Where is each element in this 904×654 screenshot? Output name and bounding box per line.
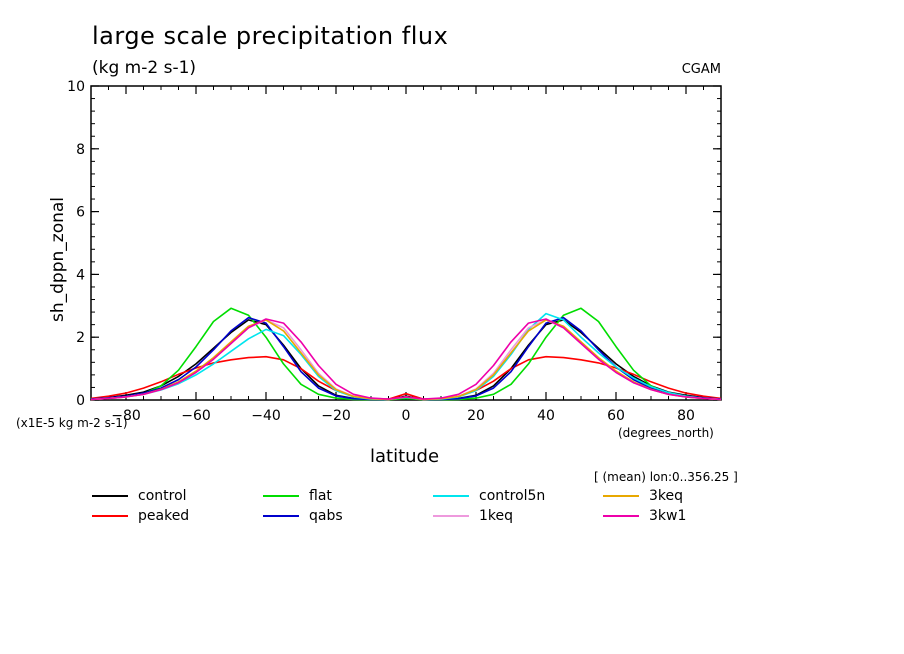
legend-label: control (138, 488, 187, 504)
y-tick-label: 8 (76, 142, 85, 158)
source-label: CGAM (681, 62, 721, 77)
subset-note: [ (mean) lon:0..356.25 ] (594, 470, 738, 484)
x-tick-label: 60 (607, 408, 625, 424)
legend-swatch (603, 515, 639, 517)
legend-label: 3kw1 (649, 508, 687, 524)
chart-title: large scale precipitation flux (92, 22, 449, 50)
legend-item-1keq: 1keq (433, 507, 513, 525)
y-tick-label: 6 (76, 205, 85, 221)
x-tick-label: 20 (467, 408, 485, 424)
plot-frame (90, 85, 722, 401)
y-tick-label: 2 (76, 330, 85, 346)
legend-label: 1keq (479, 508, 514, 524)
y-tick-label: 0 (76, 393, 85, 409)
series-line-3kw1 (90, 318, 722, 401)
legend-label: peaked (138, 508, 190, 524)
x-axis-label: latitude (370, 446, 440, 467)
legend-label: control5n (479, 488, 546, 504)
series-line-flat (90, 307, 722, 401)
x-tick-label: 40 (537, 408, 555, 424)
chart-units: (kg m-2 s-1) (92, 58, 197, 78)
legend-swatch (263, 515, 299, 517)
y-tick-label: 10 (67, 79, 85, 95)
scale-note: (x1E-5 kg m-2 s-1) (16, 416, 128, 430)
legend-swatch (433, 515, 469, 517)
x-tick-label: −40 (251, 408, 281, 424)
series-line-qabs (90, 316, 722, 401)
legend-label: 3keq (649, 488, 684, 504)
legend-swatch (603, 495, 639, 497)
legend-item-flat: flat (263, 487, 332, 505)
x-tick-label: −80 (111, 408, 141, 424)
legend-swatch (263, 495, 299, 497)
legend-label: flat (309, 488, 332, 504)
x-tick-label: −20 (321, 408, 351, 424)
legend-swatch (92, 495, 128, 497)
x-axis-units: (degrees_north) (618, 426, 714, 440)
x-tick-label: 80 (677, 408, 695, 424)
legend-item-3keq: 3keq (603, 487, 683, 505)
series-line-peaked (90, 355, 722, 400)
legend-item-qabs: qabs (263, 507, 343, 525)
legend-item-control: control (92, 487, 187, 505)
legend-swatch (433, 495, 469, 497)
legend-item-3kw1: 3kw1 (603, 507, 686, 525)
legend-item-peaked: peaked (92, 507, 189, 525)
legend-swatch (92, 515, 128, 517)
series-line-control5n (90, 312, 722, 401)
x-tick-label: 0 (402, 408, 411, 424)
legend-label: qabs (309, 508, 343, 524)
y-tick-label: 4 (76, 267, 85, 283)
x-tick-label: −60 (181, 408, 211, 424)
legend-item-control5n: control5n (433, 487, 545, 505)
